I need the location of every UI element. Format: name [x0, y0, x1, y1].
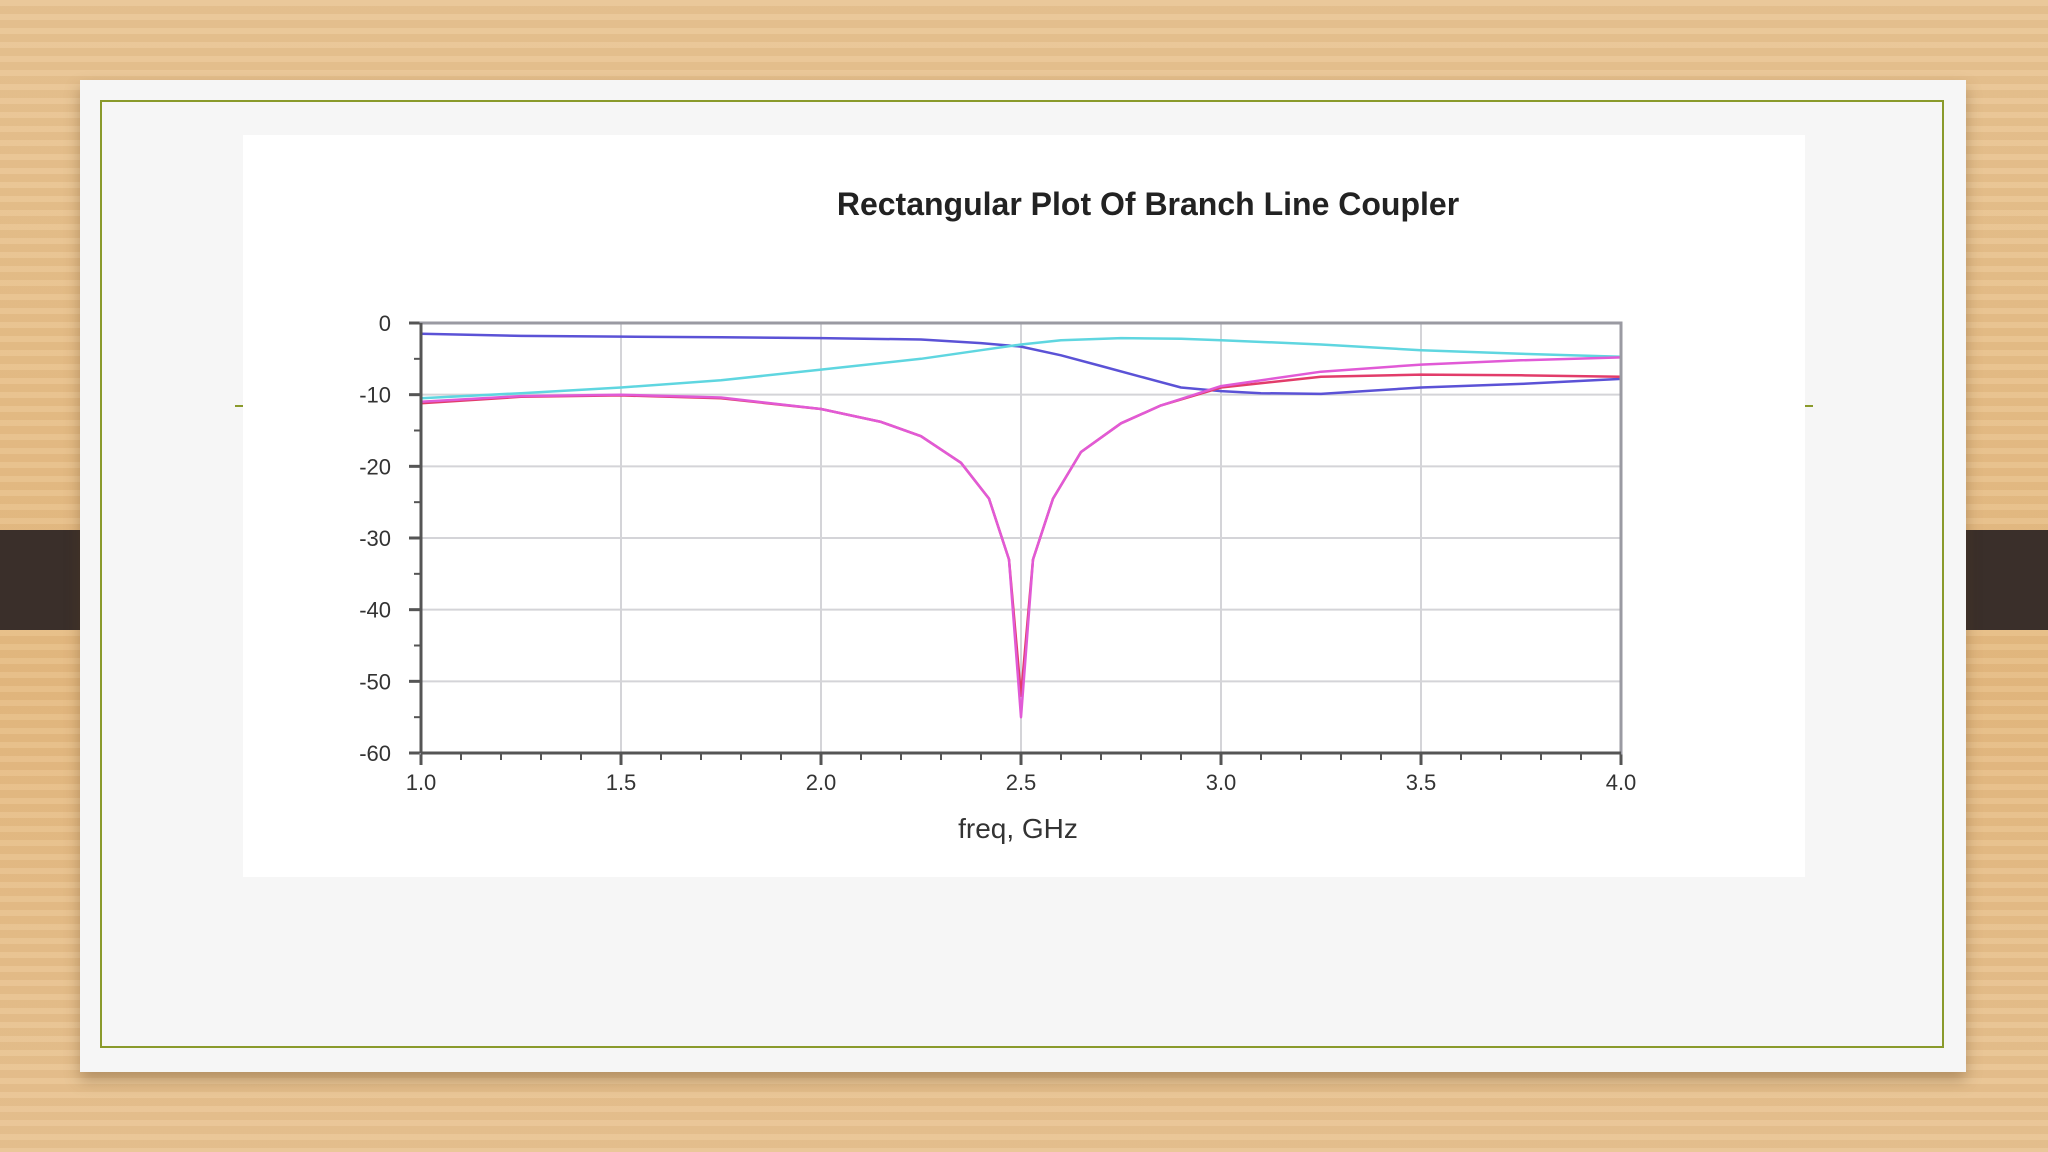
y-tick-label: -50 — [359, 669, 391, 694]
x-tick-label: 4.0 — [1606, 770, 1637, 795]
x-axis-label: freq, GHz — [958, 813, 1078, 844]
y-tick-label: -20 — [359, 454, 391, 479]
series-layer — [420, 332, 1622, 719]
grid — [421, 323, 1621, 753]
slide-frame — [100, 100, 1944, 1048]
series-line-1 — [420, 332, 1622, 396]
x-tick-label: 3.0 — [1206, 770, 1237, 795]
chart-image: Rectangular Plot Of Branch Line Coupler … — [243, 135, 1805, 877]
frame-dash-left — [235, 405, 245, 407]
y-tick-label: -60 — [359, 741, 391, 766]
y-tick-label: -40 — [359, 598, 391, 623]
axes: 1.0 1.5 2.0 2.5 3.0 3.5 4.0 0 -10 -20 -30 -40 -50 -60 — [359, 311, 1636, 795]
x-tick-label: 3.5 — [1406, 770, 1437, 795]
x-tick-label: 2.0 — [806, 770, 837, 795]
frame-dash-right — [1803, 405, 1813, 407]
y-tick-label: -10 — [359, 383, 391, 408]
x-tick-label: 1.0 — [406, 770, 437, 795]
series-line-4 — [420, 356, 1622, 719]
x-tick-label: 2.5 — [1006, 770, 1037, 795]
y-tick-label: 0 — [379, 311, 391, 336]
chart: Rectangular Plot Of Branch Line Coupler … — [359, 186, 1636, 844]
x-tick-label: 1.5 — [606, 770, 637, 795]
chart-title: Rectangular Plot Of Branch Line Coupler — [837, 186, 1459, 222]
series-line-2 — [420, 336, 1622, 400]
y-tick-label: -30 — [359, 526, 391, 551]
